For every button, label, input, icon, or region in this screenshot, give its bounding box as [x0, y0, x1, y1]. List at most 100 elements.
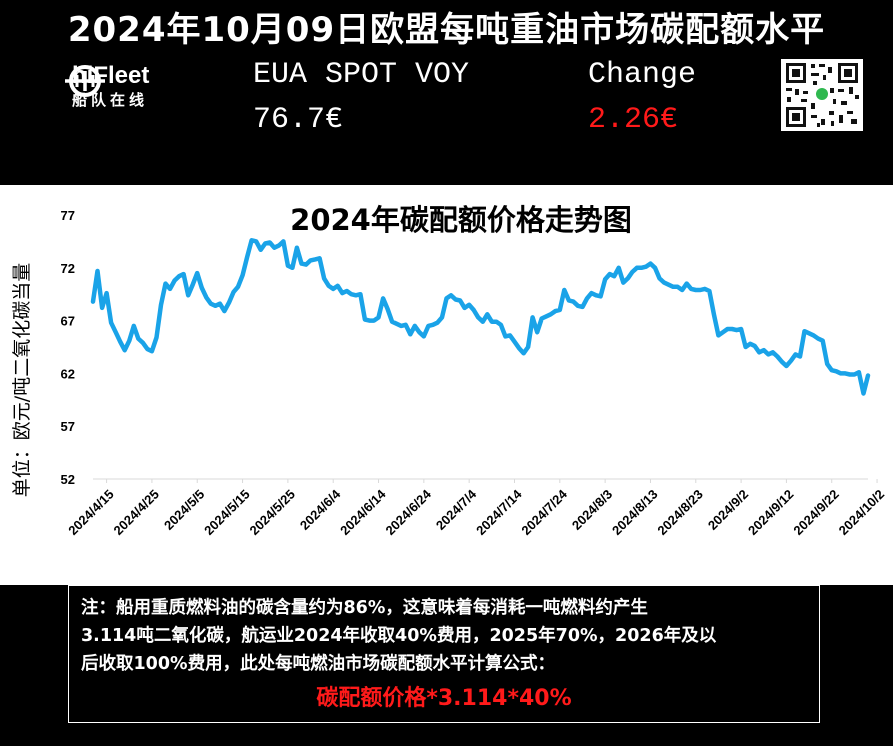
- data-point: [259, 248, 263, 252]
- data-point: [227, 301, 231, 305]
- data-point: [141, 341, 145, 345]
- data-point: [857, 370, 861, 374]
- data-point: [426, 324, 430, 328]
- eua-spot-label: EUA SPOT VOY: [253, 58, 470, 92]
- data-point: [680, 288, 684, 292]
- series-line: [90, 238, 871, 396]
- data-point: [522, 351, 526, 355]
- data-point: [173, 279, 177, 282]
- data-point: [834, 369, 838, 373]
- data-point: [807, 331, 811, 335]
- data-point: [245, 255, 249, 259]
- x-tick-label: 2024/5/5: [161, 487, 207, 533]
- data-point: [463, 306, 467, 310]
- data-point: [363, 318, 367, 321]
- data-point: [286, 264, 290, 268]
- data-point: [581, 305, 584, 309]
- x-tick-label: 2024/9/22: [790, 487, 842, 539]
- data-point: [821, 339, 825, 343]
- data-point: [848, 373, 852, 376]
- x-tick-label: 2024/7/24: [518, 486, 570, 538]
- data-point: [508, 333, 512, 337]
- data-point: [377, 315, 380, 319]
- x-tick-label: 2024/8/3: [569, 487, 615, 533]
- data-point: [300, 262, 303, 266]
- data-point: [658, 276, 661, 280]
- data-point: [322, 276, 326, 280]
- data-point: [349, 292, 353, 296]
- data-point: [177, 274, 181, 278]
- data-point: [694, 288, 698, 292]
- data-point: [812, 333, 816, 337]
- data-point: [703, 287, 707, 291]
- x-tick-label: 2024/5/25: [246, 487, 298, 539]
- data-point: [123, 348, 127, 352]
- data-point: [191, 283, 195, 287]
- data-point: [585, 296, 589, 300]
- data-point: [540, 317, 544, 320]
- change-label: Change: [588, 58, 697, 92]
- data-point: [635, 266, 639, 270]
- eua-spot-value: 76.7€: [253, 103, 344, 137]
- data-point: [182, 272, 186, 276]
- y-tick-label: 62: [61, 366, 75, 381]
- data-point: [195, 271, 199, 275]
- data-point: [562, 288, 566, 292]
- data-point: [558, 308, 562, 312]
- y-tick-label: 72: [61, 261, 75, 276]
- formula-text: 碳配额价格*3.114*40%: [316, 686, 572, 711]
- data-point: [204, 295, 208, 299]
- data-point: [608, 272, 612, 276]
- data-point: [372, 319, 376, 323]
- data-point: [145, 347, 149, 351]
- data-point: [712, 312, 716, 316]
- data-point: [748, 342, 752, 346]
- data-point: [866, 374, 870, 377]
- data-point: [594, 293, 598, 297]
- data-point: [150, 349, 154, 353]
- data-point: [395, 322, 399, 326]
- data-point: [431, 323, 435, 327]
- data-point: [241, 273, 245, 277]
- data-point: [653, 266, 657, 270]
- data-point: [843, 371, 847, 375]
- x-tick-label: 2024/8/23: [654, 487, 706, 539]
- data-point: [830, 368, 834, 372]
- data-point: [96, 269, 99, 273]
- data-point: [200, 286, 204, 290]
- data-point: [689, 287, 693, 291]
- data-point: [399, 324, 403, 328]
- x-tick-label: 2024/8/13: [609, 487, 661, 539]
- qr-code: [781, 59, 863, 131]
- data-point: [277, 244, 281, 248]
- data-point: [567, 299, 571, 302]
- data-point: [290, 266, 294, 270]
- data-point: [499, 323, 503, 327]
- data-point: [789, 359, 793, 363]
- data-point: [100, 306, 104, 310]
- data-point: [358, 292, 362, 296]
- data-point: [762, 348, 766, 352]
- data-point: [513, 340, 516, 344]
- data-point: [771, 350, 775, 354]
- price-line-chart: 2024年碳配额价格走势图 单位：欧元/吨二氧化碳当量 52 57 62 67 72 77…: [11, 203, 887, 539]
- data-point: [716, 333, 720, 337]
- data-point: [490, 320, 494, 324]
- data-point: [408, 332, 412, 336]
- data-point: [676, 285, 680, 289]
- data-point: [114, 330, 118, 334]
- chart-panel: 2024年碳配额价格走势图 单位：欧元/吨二氧化碳当量 52 57 62 67 72 77…: [0, 185, 893, 585]
- data-point: [639, 266, 643, 270]
- data-point: [494, 320, 498, 324]
- data-point: [254, 239, 258, 243]
- data-point: [368, 319, 371, 323]
- note-text: 注：船用重质燃料油的碳含量约为86%，这意味着每消耗一吨燃料约产生 3.114吨…: [81, 594, 807, 678]
- logo-subtitle: 船队在线: [72, 91, 149, 109]
- data-point: [390, 320, 394, 324]
- data-point: [272, 246, 276, 250]
- x-tick-label: 2024/4/15: [65, 487, 117, 539]
- data-point: [852, 373, 856, 376]
- data-point: [644, 265, 648, 269]
- data-point: [159, 303, 163, 307]
- data-point: [127, 339, 131, 343]
